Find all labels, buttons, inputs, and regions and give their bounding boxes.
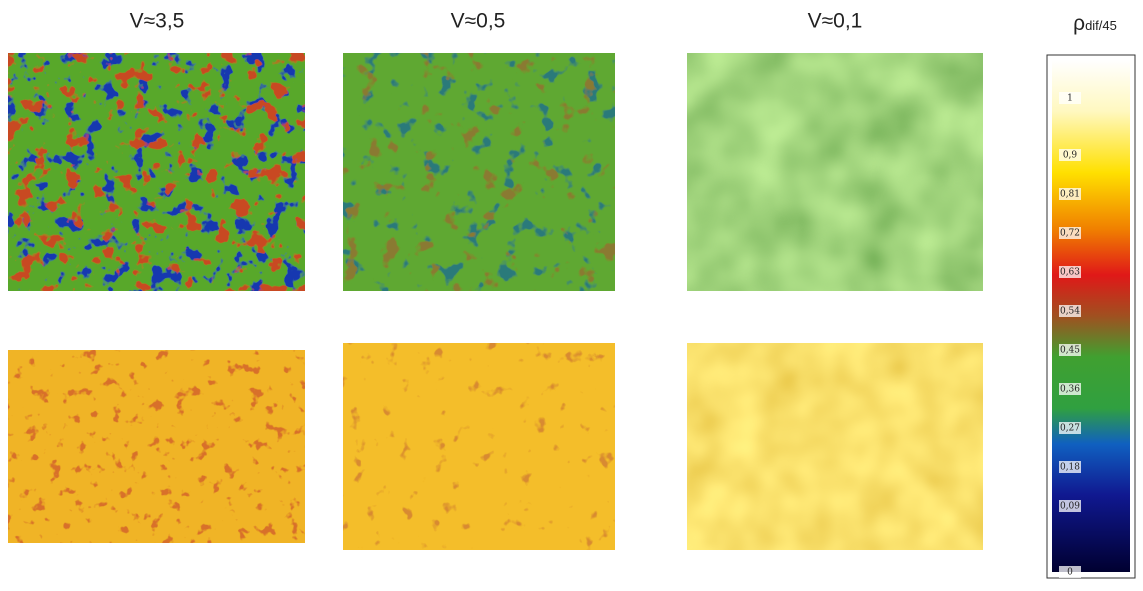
label-box xyxy=(1059,500,1081,512)
column-label: V≈3,5 xyxy=(130,10,185,33)
colorbar-label: 0,63 xyxy=(1060,268,1080,278)
colorbar-label: 0,54 xyxy=(1060,307,1080,317)
colorbar-label: 1 xyxy=(1067,94,1073,104)
title-main: ρ xyxy=(1073,12,1085,35)
colorbar-label: 0,9 xyxy=(1063,151,1078,161)
label-box xyxy=(1059,149,1081,161)
map-image xyxy=(8,53,305,291)
column-label: V≈0,5 xyxy=(451,10,506,33)
title-sub: dif/45 xyxy=(1085,18,1117,33)
colorbar-title: ρdif/45 xyxy=(1073,12,1117,35)
colorbar-label: 0,81 xyxy=(1060,190,1080,200)
label-box xyxy=(1059,383,1081,395)
label-box xyxy=(1059,188,1081,200)
label-box xyxy=(1059,92,1081,104)
label-box xyxy=(1059,227,1081,239)
colorbar-label: 0,18 xyxy=(1060,463,1080,473)
colorbar-label: 0,09 xyxy=(1060,502,1080,512)
map-image xyxy=(687,343,983,550)
map-image xyxy=(343,53,615,291)
map-image xyxy=(687,53,983,291)
colorbar-label: 0,72 xyxy=(1060,229,1080,239)
colorbar-label: 0,36 xyxy=(1060,385,1080,395)
column-label: V≈0,1 xyxy=(808,10,863,33)
label-box xyxy=(1059,305,1081,317)
label-box xyxy=(1059,422,1081,434)
label-box xyxy=(1059,566,1081,578)
label-box xyxy=(1059,461,1081,473)
map-image xyxy=(343,343,615,550)
label-box xyxy=(1059,266,1081,278)
map-image xyxy=(8,350,305,543)
colorbar-label: 0,45 xyxy=(1060,346,1080,356)
colorbar-label: 0 xyxy=(1067,568,1073,578)
label-box xyxy=(1059,344,1081,356)
colorbar-label: 0,27 xyxy=(1060,424,1080,434)
